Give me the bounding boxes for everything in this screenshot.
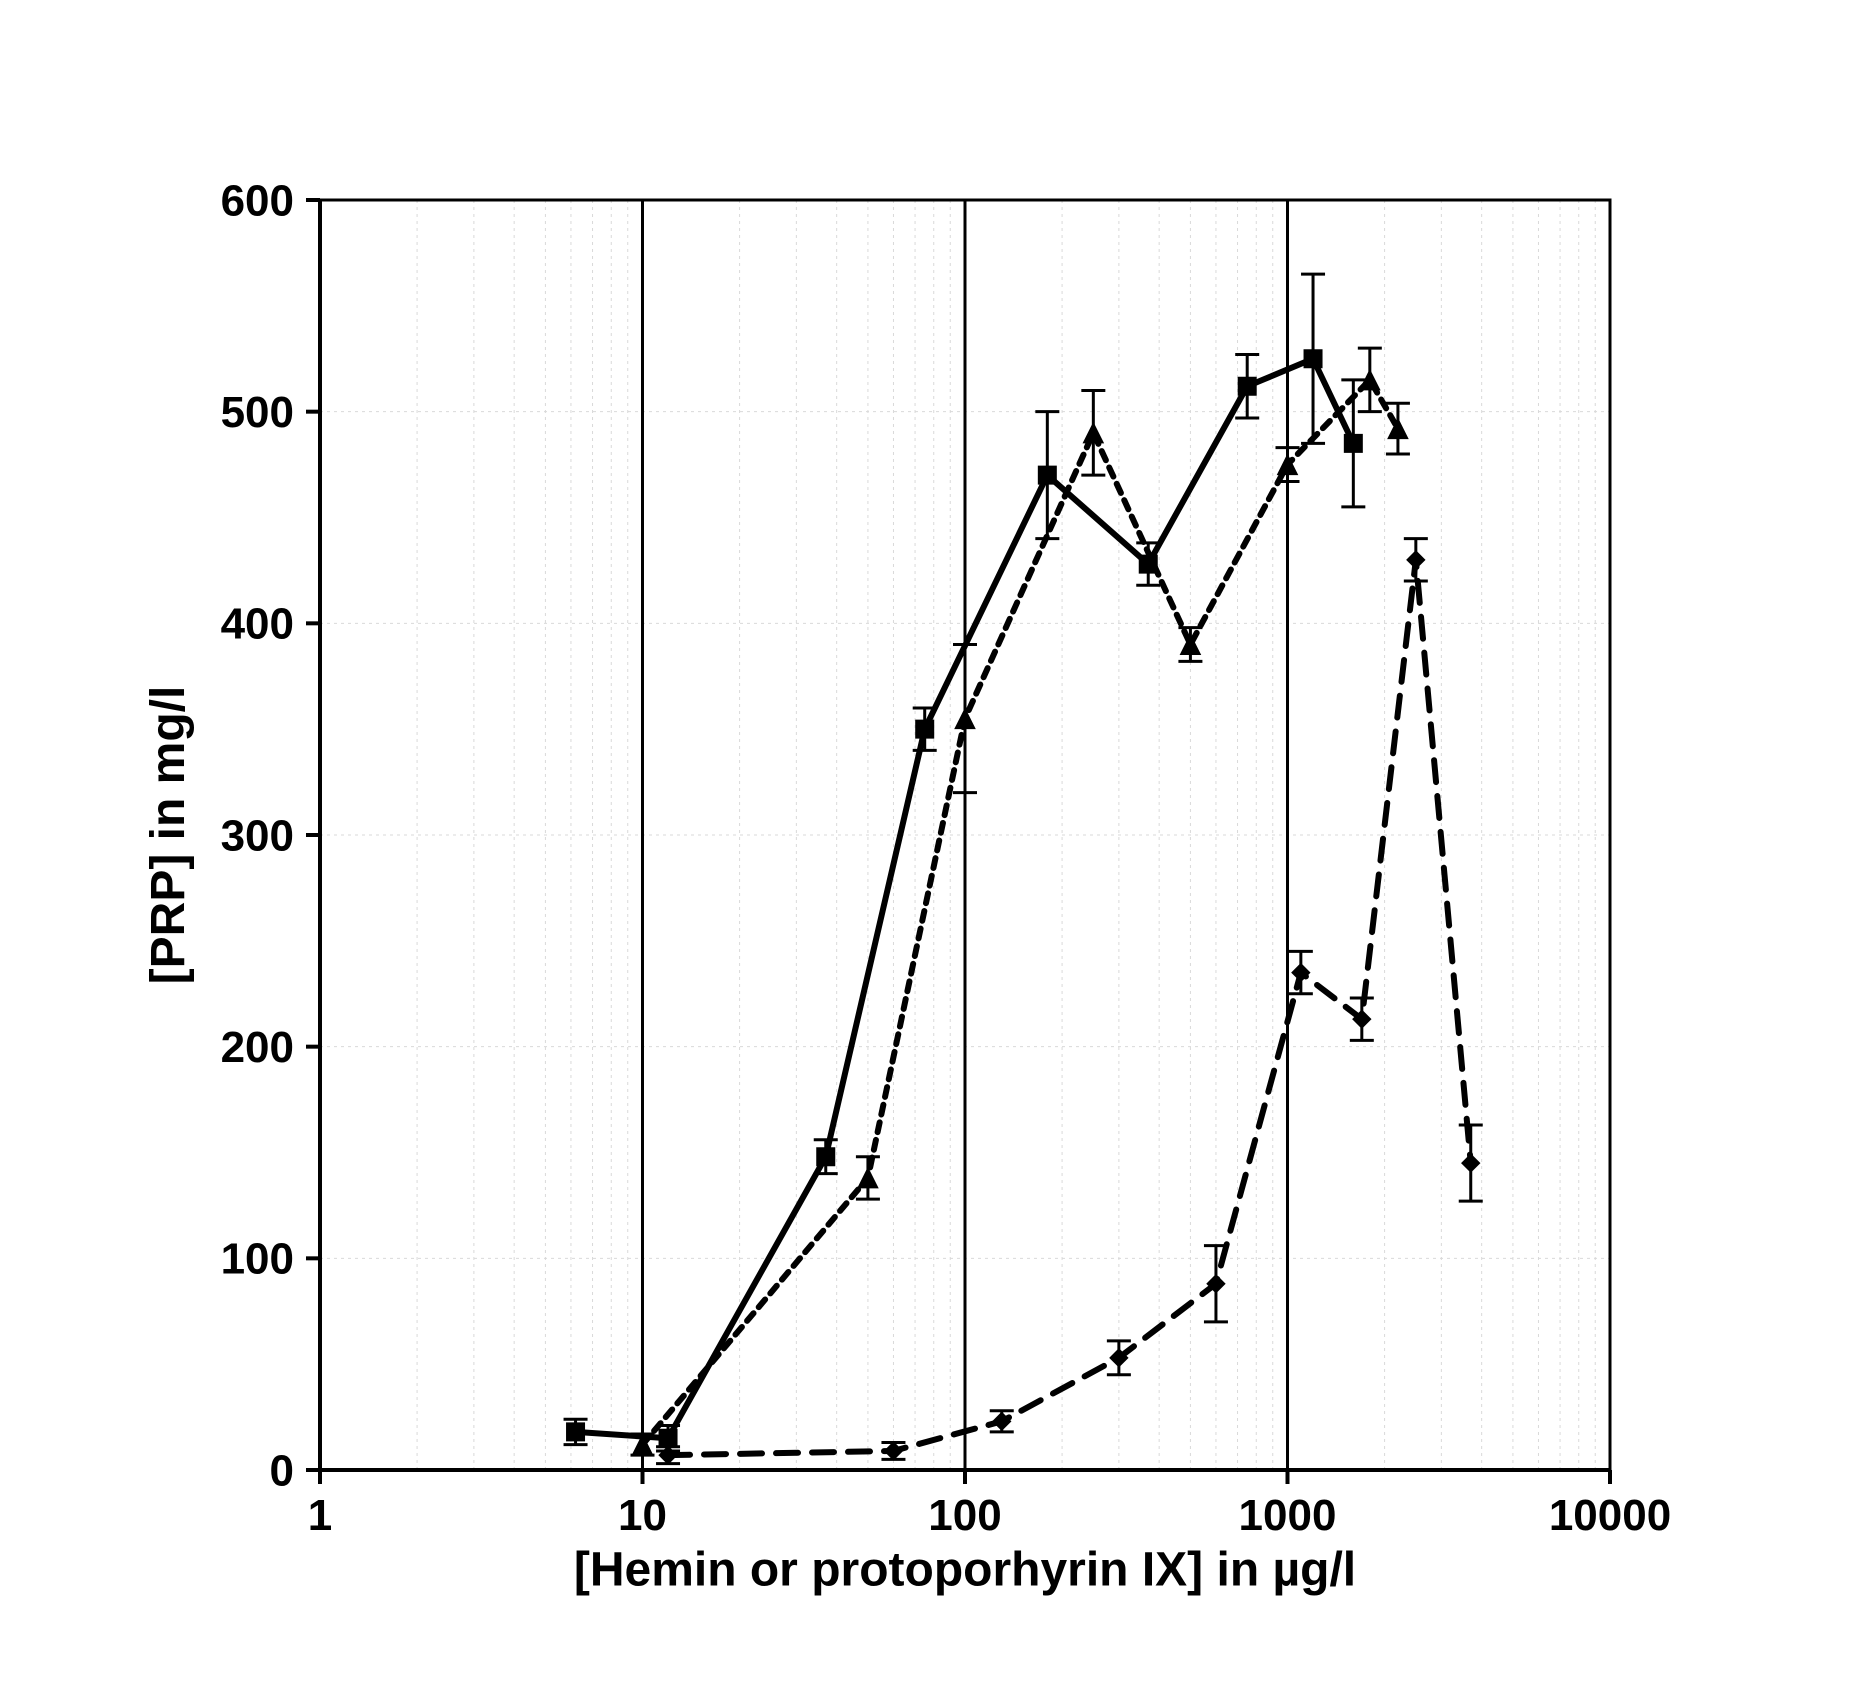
y-tick-label: 300: [221, 811, 294, 860]
y-axis-label: [PRP] in mg/l: [142, 686, 195, 985]
x-tick-label: 1: [308, 1491, 332, 1540]
x-axis-label: [Hemin or protoporhyrin IX] in µg/l: [574, 1543, 1356, 1596]
marker-square: [1344, 434, 1362, 452]
marker-square: [1139, 555, 1157, 573]
marker-square: [1038, 466, 1056, 484]
marker-square: [567, 1423, 585, 1441]
marker-square: [1304, 350, 1322, 368]
x-tick-label: 100: [928, 1491, 1001, 1540]
y-tick-label: 600: [221, 176, 294, 225]
x-tick-label: 10: [618, 1491, 667, 1540]
x-tick-label: 10000: [1549, 1491, 1671, 1540]
x-tick-label: 1000: [1239, 1491, 1337, 1540]
y-tick-label: 200: [221, 1023, 294, 1072]
y-tick-label: 100: [221, 1235, 294, 1284]
marker-square: [659, 1429, 677, 1447]
y-tick-label: 400: [221, 600, 294, 649]
y-tick-label: 500: [221, 388, 294, 437]
chart-container: 0 100 200 300 400 500 600 1 10 100 1000 10000 [Hemin…: [0, 0, 1859, 1706]
marker-square: [1238, 377, 1256, 395]
y-tick-label: 0: [270, 1446, 294, 1495]
marker-square: [916, 720, 934, 738]
prp-chart: 0 100 200 300 400 500 600 1 10 100 1000 10000 [Hemin…: [0, 0, 1859, 1706]
marker-square: [817, 1148, 835, 1166]
